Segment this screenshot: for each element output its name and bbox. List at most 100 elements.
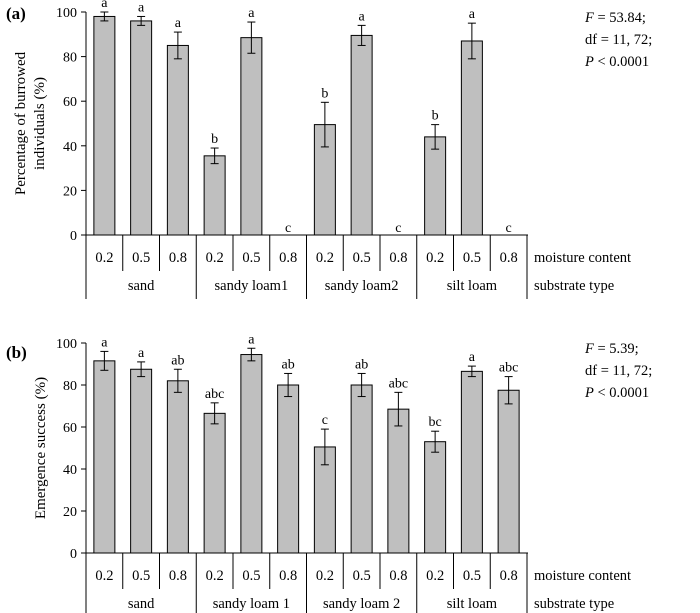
significance-letter: abc [389, 376, 408, 391]
bar [350, 384, 373, 554]
moisture-level-label: 0.2 [316, 250, 334, 266]
substrate-label: sandy loam 2 [323, 596, 400, 612]
y-axis-title: Percentage of burrowed individuals (%) [13, 51, 48, 195]
moisture-level-label: 0.2 [95, 568, 113, 584]
bar [93, 360, 116, 554]
moisture-level-label: 0.8 [169, 250, 187, 266]
y-axis-title: Emergence success (%) [33, 377, 49, 519]
stat-f: F = 5.39; [584, 341, 639, 357]
bar [460, 370, 483, 554]
substrate-label: silt loam [447, 596, 498, 612]
substrate-label: sand [128, 596, 155, 612]
moisture-level-label: 0.8 [389, 250, 407, 266]
stat-f-value: = 53.84; [594, 10, 646, 26]
moisture-level-label: 0.5 [132, 250, 150, 266]
moisture-level-label: 0.2 [426, 568, 444, 584]
y-tick-label: 100 [56, 337, 77, 352]
moisture-row-label: moisture content [534, 568, 631, 584]
stat-p-symbol: P [584, 54, 594, 70]
y-tick-label: 40 [63, 463, 77, 478]
stat-p-value: < 0.0001 [594, 54, 649, 70]
stat-p-value: < 0.0001 [594, 385, 649, 401]
significance-letter: b [321, 86, 328, 101]
y-tick-label: 80 [63, 379, 77, 394]
bar [130, 20, 153, 236]
significance-letter: a [469, 350, 476, 365]
y-tick-label: 40 [63, 140, 77, 155]
moisture-level-label: 0.2 [95, 250, 113, 266]
moisture-level-label: 0.5 [242, 568, 260, 584]
significance-letter: abc [499, 361, 518, 376]
bar [424, 136, 447, 236]
moisture-level-label: 0.2 [426, 250, 444, 266]
bar [130, 368, 153, 554]
moisture-level-label: 0.5 [463, 250, 481, 266]
stat-f-symbol: F [584, 341, 594, 357]
bar [203, 412, 226, 554]
y-tick-label: 60 [63, 95, 77, 110]
y-tick-label: 0 [70, 229, 77, 244]
moisture-level-label: 0.5 [353, 250, 371, 266]
significance-letter: bc [429, 415, 442, 430]
bar [387, 408, 410, 554]
moisture-level-label: 0.5 [132, 568, 150, 584]
y-tick-label: 20 [63, 505, 77, 520]
bar [203, 155, 226, 236]
y-tick-label: 80 [63, 51, 77, 66]
moisture-row-label: moisture content [534, 250, 631, 266]
y-tick-label: 20 [63, 184, 77, 199]
y-tick-label: 0 [70, 547, 77, 562]
bar [240, 37, 263, 236]
y-tick-label: 100 [56, 6, 77, 21]
moisture-level-label: 0.5 [463, 568, 481, 584]
significance-letter: a [175, 16, 182, 31]
y-axis-title-line: Percentage of burrowed [13, 51, 29, 195]
stat-p: P < 0.0001 [584, 54, 649, 70]
stat-df: df = 11, 72; [585, 32, 652, 48]
significance-letter: a [138, 0, 145, 15]
significance-letter: a [101, 335, 108, 350]
significance-letter: a [138, 346, 145, 361]
chart-panel-1: (a) 0 20 40 60 80 100 Percentage of burrowed ind… [6, 0, 652, 299]
moisture-level-label: 0.5 [353, 568, 371, 584]
y-tick-label: 60 [63, 421, 77, 436]
substrate-label: sandy loam 1 [213, 596, 290, 612]
bar [93, 15, 116, 236]
significance-letter: ab [355, 357, 368, 372]
significance-letter: a [469, 7, 476, 22]
bar [497, 389, 520, 554]
significance-letter: a [359, 9, 366, 24]
significance-letter: b [211, 132, 218, 147]
significance-letter: a [248, 332, 255, 347]
significance-letter: b [432, 109, 439, 124]
significance-letter: abc [205, 387, 224, 402]
bar [166, 44, 189, 236]
substrate-label: silt loam [447, 278, 498, 294]
bar [240, 354, 263, 554]
stat-p: P < 0.0001 [584, 385, 649, 401]
substrate-label: sandy loam1 [215, 278, 289, 294]
moisture-level-label: 0.2 [206, 250, 224, 266]
stat-df: df = 11, 72; [585, 363, 652, 379]
bar [277, 384, 300, 554]
significance-letter: c [506, 221, 512, 236]
moisture-level-label: 0.8 [389, 568, 407, 584]
moisture-level-label: 0.2 [316, 568, 334, 584]
moisture-level-label: 0.8 [500, 250, 518, 266]
moisture-level-label: 0.8 [169, 568, 187, 584]
panel-label: (a) [6, 4, 26, 23]
substrate-row-label: substrate type [534, 278, 614, 294]
panel-label: (b) [6, 343, 27, 362]
stat-f: F = 53.84; [584, 10, 646, 26]
stat-f-symbol: F [584, 10, 594, 26]
significance-letter: ab [171, 353, 184, 368]
substrate-label: sandy loam2 [325, 278, 399, 294]
significance-letter: a [248, 6, 255, 21]
significance-letter: c [285, 221, 291, 236]
moisture-level-label: 0.8 [500, 568, 518, 584]
significance-letter: ab [282, 357, 295, 372]
substrate-label: sand [128, 278, 155, 294]
substrate-row-label: substrate type [534, 596, 614, 612]
